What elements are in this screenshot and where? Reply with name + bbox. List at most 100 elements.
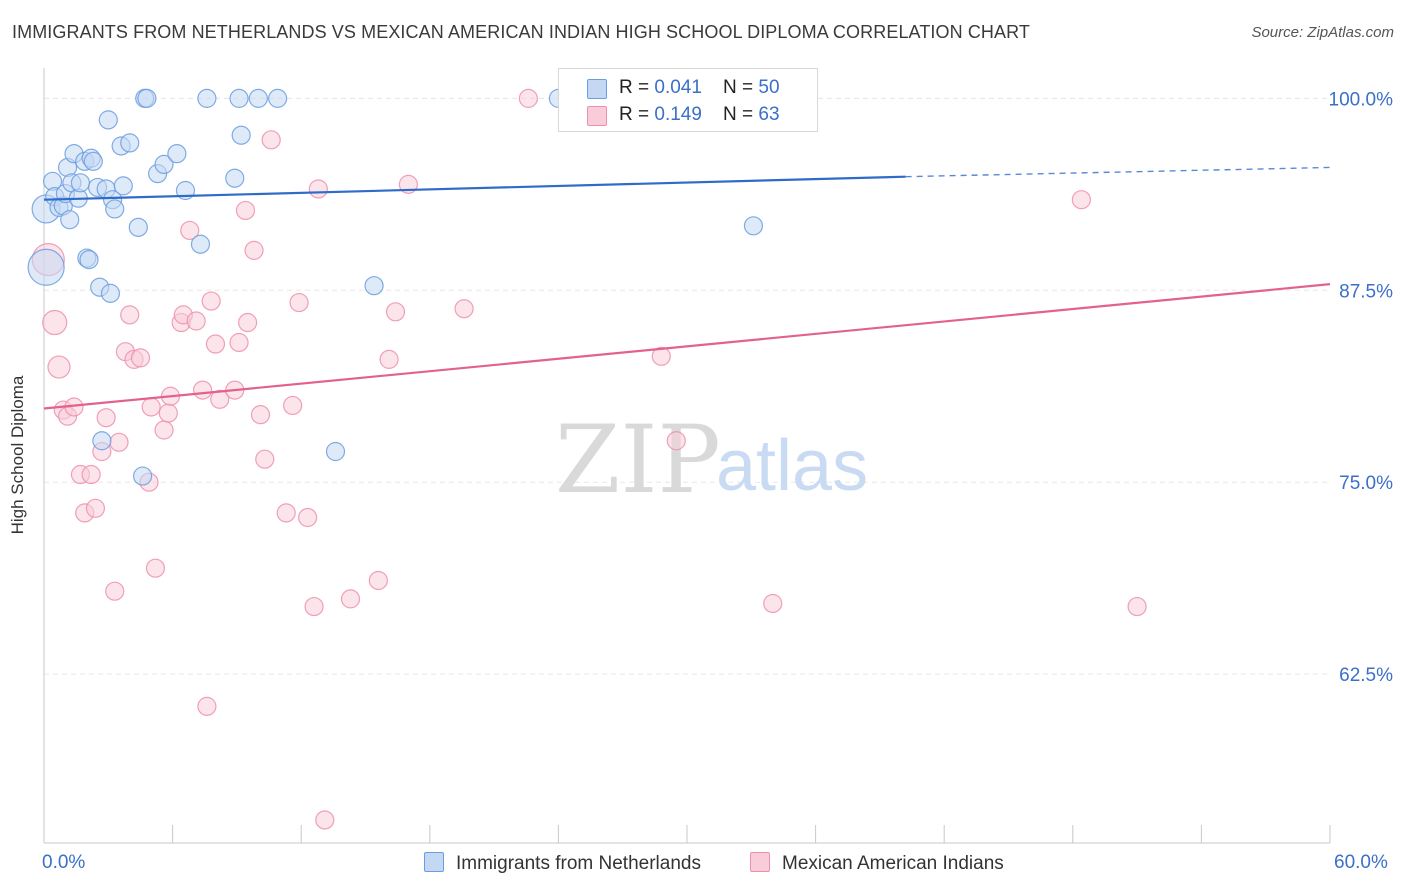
trend-line-netherlands — [43, 175, 906, 201]
data-point-mexican-american-indians[interactable] — [180, 220, 200, 241]
data-point-netherlands[interactable] — [79, 249, 99, 270]
data-point-mexican-american-indians[interactable] — [368, 570, 388, 591]
data-point-mexican-american-indians[interactable] — [186, 311, 206, 331]
data-point-mexican-american-indians[interactable] — [42, 309, 68, 336]
r-label: R = — [619, 77, 655, 98]
data-point-netherlands[interactable] — [364, 276, 384, 296]
trend-line-netherlands-extrapolated — [905, 166, 1331, 178]
data-point-mexican-american-indians[interactable] — [201, 291, 221, 311]
data-point-mexican-american-indians[interactable] — [210, 389, 230, 409]
pink-swatch — [587, 106, 607, 126]
data-point-netherlands[interactable] — [190, 234, 211, 254]
data-point-netherlands[interactable] — [128, 217, 148, 237]
chart-title: IMMIGRANTS FROM NETHERLANDS VS MEXICAN A… — [12, 22, 1030, 42]
data-point-mexican-american-indians[interactable] — [205, 334, 226, 354]
data-point-netherlands[interactable] — [132, 466, 153, 486]
data-point-netherlands[interactable] — [98, 110, 118, 130]
data-point-netherlands[interactable] — [60, 210, 80, 230]
data-point-netherlands[interactable] — [743, 216, 764, 236]
legend-label: Immigrants from Netherlands — [456, 853, 701, 874]
data-point-mexican-american-indians[interactable] — [283, 395, 303, 416]
data-point-mexican-american-indians[interactable] — [308, 179, 328, 199]
n-label: N = — [723, 77, 759, 98]
x-tick-label-min: 0.0% — [42, 852, 86, 873]
n-label: N = — [723, 104, 759, 125]
data-point-mexican-american-indians[interactable] — [340, 589, 361, 609]
data-point-mexican-american-indians[interactable] — [261, 130, 281, 150]
data-point-mexican-american-indians[interactable] — [1127, 596, 1147, 617]
trend-layer — [43, 166, 1331, 410]
data-point-mexican-american-indians[interactable] — [238, 312, 258, 333]
data-point-netherlands[interactable] — [105, 199, 125, 219]
r-value: 0.149 — [654, 104, 702, 125]
data-point-mexican-american-indians[interactable] — [454, 299, 474, 319]
data-point-mexican-american-indians[interactable] — [289, 292, 309, 313]
data-point-netherlands[interactable] — [137, 88, 157, 108]
pink-swatch — [750, 852, 770, 872]
data-point-netherlands[interactable] — [325, 441, 346, 462]
data-point-netherlands[interactable] — [120, 133, 140, 153]
data-point-netherlands[interactable] — [268, 88, 288, 108]
data-point-mexican-american-indians[interactable] — [85, 498, 106, 518]
data-point-netherlands[interactable] — [154, 154, 174, 174]
data-point-mexican-american-indians[interactable] — [250, 405, 271, 425]
data-point-mexican-american-indians[interactable] — [158, 403, 178, 423]
legend-item-netherlands[interactable]: Immigrants from Netherlands — [424, 852, 701, 875]
data-point-netherlands[interactable] — [113, 176, 133, 196]
data-point-mexican-american-indians[interactable] — [1071, 190, 1091, 210]
data-point-netherlands[interactable] — [167, 144, 187, 164]
r-label: R = — [619, 104, 655, 125]
watermark-atlas: atlas — [716, 426, 868, 506]
data-point-mexican-american-indians[interactable] — [120, 305, 140, 325]
data-point-mexican-american-indians[interactable] — [145, 558, 166, 578]
data-point-mexican-american-indians[interactable] — [304, 596, 324, 617]
data-point-mexican-american-indians[interactable] — [197, 696, 217, 716]
y-tick-label: 87.5% — [1339, 281, 1393, 302]
data-point-mexican-american-indians[interactable] — [229, 332, 249, 353]
data-point-netherlands[interactable] — [100, 283, 121, 303]
data-point-mexican-american-indians[interactable] — [298, 507, 318, 528]
y-tick-label: 62.5% — [1339, 665, 1393, 686]
data-point-mexican-american-indians[interactable] — [276, 503, 296, 523]
data-point-mexican-american-indians[interactable] — [81, 464, 101, 485]
data-point-mexican-american-indians[interactable] — [518, 88, 538, 108]
data-point-netherlands[interactable] — [225, 168, 245, 188]
y-tick-labels: 62.5% 75.0% 87.5% 100.0% — [1329, 89, 1394, 686]
data-point-mexican-american-indians[interactable] — [193, 380, 213, 400]
data-point-mexican-american-indians[interactable] — [141, 397, 161, 417]
data-point-netherlands[interactable] — [70, 173, 91, 193]
n-value: 63 — [758, 104, 780, 125]
watermark: ZIP atlas — [555, 406, 868, 515]
blue-swatch — [424, 852, 444, 872]
data-point-netherlands[interactable] — [92, 431, 112, 451]
data-point-mexican-american-indians[interactable] — [96, 408, 116, 428]
data-point-mexican-american-indians[interactable] — [385, 302, 406, 322]
legend-item-mexican-american-indians[interactable]: Mexican American Indians — [750, 852, 1004, 875]
series-immigrants-from-netherlands — [27, 88, 764, 486]
data-point-mexican-american-indians[interactable] — [105, 581, 125, 601]
data-point-mexican-american-indians[interactable] — [47, 355, 71, 379]
series-mexican-american-indians — [31, 88, 1147, 830]
data-point-mexican-american-indians[interactable] — [379, 349, 399, 369]
data-point-mexican-american-indians[interactable] — [315, 810, 335, 830]
data-point-mexican-american-indians[interactable] — [109, 432, 129, 452]
data-point-mexican-american-indians[interactable] — [244, 240, 264, 260]
data-point-netherlands[interactable] — [197, 88, 217, 108]
data-point-mexican-american-indians[interactable] — [651, 346, 671, 366]
data-point-mexican-american-indians[interactable] — [154, 420, 174, 440]
data-point-mexican-american-indians[interactable] — [666, 431, 686, 451]
data-point-netherlands[interactable] — [231, 125, 251, 145]
data-point-netherlands[interactable] — [229, 88, 249, 108]
data-point-mexican-american-indians[interactable] — [255, 449, 275, 469]
data-point-mexican-american-indians[interactable] — [235, 200, 256, 221]
y-tick-label: 100.0% — [1329, 89, 1394, 110]
x-tick-label-max: 60.0% — [1334, 852, 1388, 873]
data-point-netherlands[interactable] — [27, 248, 65, 286]
y-axis-label: High School Diploma — [8, 375, 27, 535]
blue-swatch — [587, 79, 607, 99]
data-point-netherlands[interactable] — [83, 151, 103, 171]
data-point-netherlands[interactable] — [248, 88, 268, 108]
source-label: Source: ZipAtlas.com — [1251, 24, 1394, 41]
data-point-mexican-american-indians[interactable] — [130, 348, 151, 368]
data-point-mexican-american-indians[interactable] — [763, 593, 783, 614]
